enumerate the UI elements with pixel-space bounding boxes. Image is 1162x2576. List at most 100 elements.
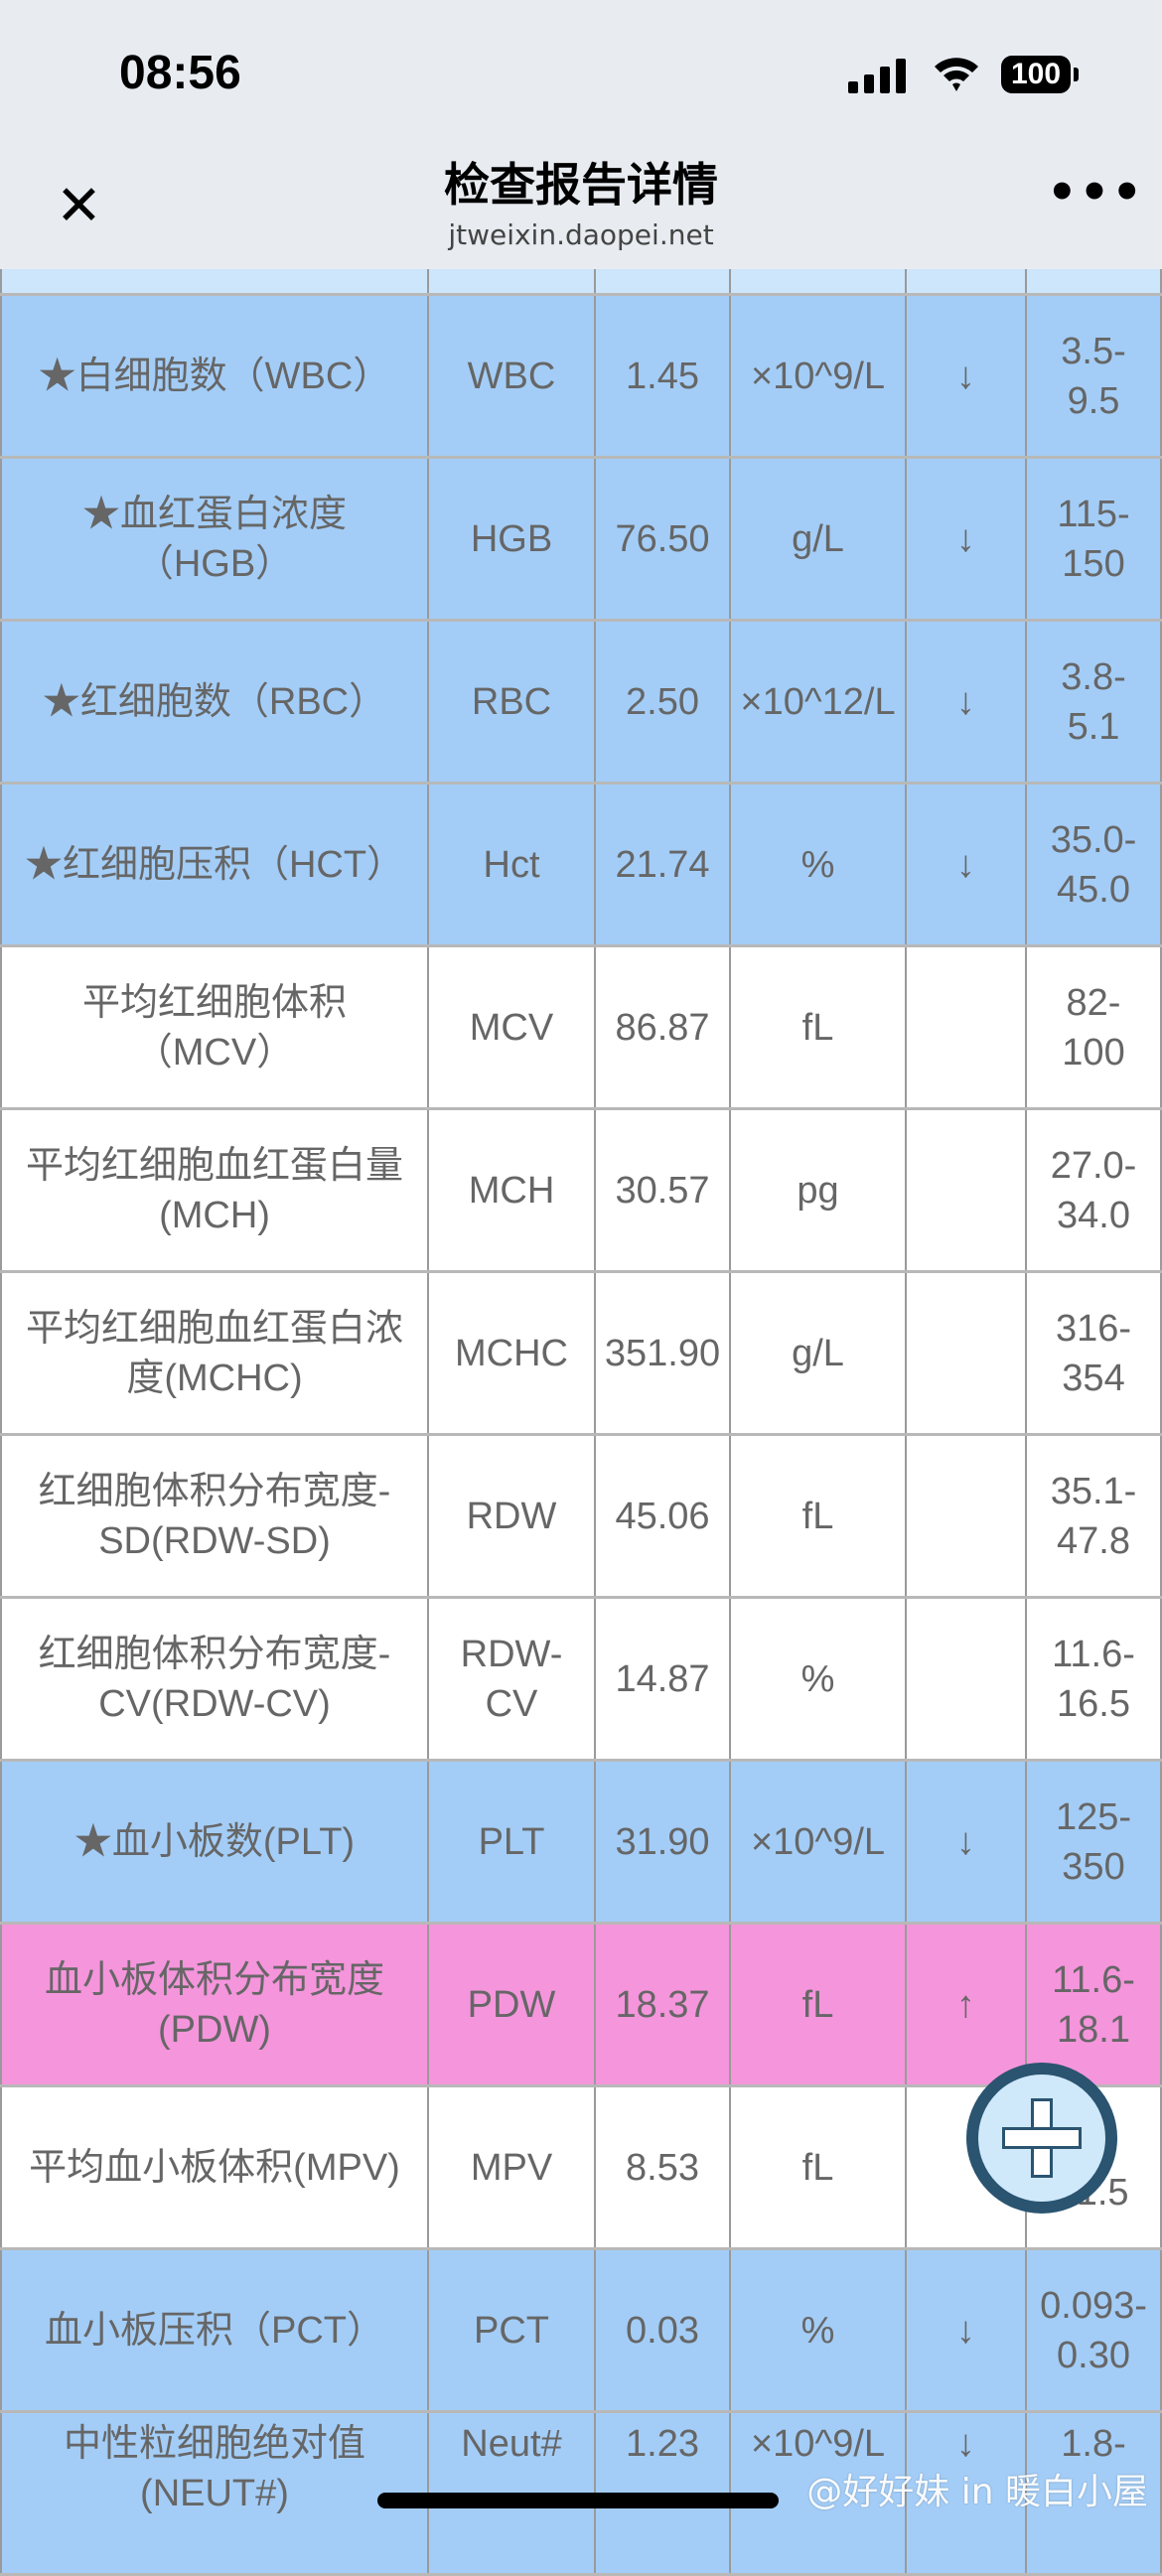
cell-range-text: 35.0- 45.0 xyxy=(1050,818,1137,911)
cell-value: 45.06 xyxy=(596,1436,731,1596)
cell-unit: % xyxy=(731,2250,907,2410)
cell-flag-text: ↓ xyxy=(956,1820,975,1863)
cell-code-text: RDW xyxy=(466,1495,557,1537)
more-icon[interactable]: ••• xyxy=(1047,165,1145,220)
cell-flag: ↓ xyxy=(907,1762,1027,1922)
table-row: ★红细胞数（RBC） RBC 2.50 ×10^12/L ↓ 3.8- 5.1 xyxy=(0,622,1162,785)
nav-bar: ✕ 检查报告详情 jtweixin.daopei.net ••• xyxy=(0,149,1162,269)
cell-value: 21.74 xyxy=(596,785,731,944)
cell-range: 3.5- 9.5 xyxy=(1027,296,1162,456)
cell-flag: ↓ xyxy=(907,296,1027,456)
cell-name-text: 中性粒细胞绝对值 (NEUT#) xyxy=(63,2423,365,2514)
table-row: ★血红蛋白浓度 （HGB） HGB 76.50 g/L ↓ 115- 150 xyxy=(0,459,1162,622)
cell-value: 31.90 xyxy=(596,1762,731,1922)
cell-unit-text: pg xyxy=(797,1169,839,1212)
wifi-icon xyxy=(935,58,978,91)
cell-name-text: 红细胞体积分布宽度- SD(RDW-SD) xyxy=(38,1470,391,1562)
cell-name: ★红细胞压积（HCT） xyxy=(0,785,429,944)
cell-unit: fL xyxy=(731,2087,907,2247)
cell-range: 0.093- 0.30 xyxy=(1027,2250,1162,2410)
page-domain: jtweixin.daopei.net xyxy=(448,218,714,251)
home-indicator[interactable] xyxy=(377,2493,779,2508)
cell-value: 8.53 xyxy=(596,2087,731,2247)
cell-code: MCHC xyxy=(429,1273,596,1433)
cell-value: 14.87 xyxy=(596,1599,731,1759)
cell-name-text: ★血小板数(PLT) xyxy=(73,1820,356,1863)
cell-range: 3.8- 5.1 xyxy=(1027,622,1162,782)
cell-name-text: ★红细胞压积（HCT） xyxy=(24,843,405,886)
cell-flag xyxy=(907,1599,1027,1759)
cell-unit: g/L xyxy=(731,1273,907,1433)
cell-unit: % xyxy=(731,785,907,944)
cell-flag-text: ↓ xyxy=(956,2423,975,2465)
cell-code: Neut# xyxy=(429,2413,596,2573)
cell-flag-text: ↓ xyxy=(956,355,975,397)
cell-value: 351.90 xyxy=(596,1273,731,1433)
cell-value: 18.37 xyxy=(596,1925,731,2084)
cell-code-text: RBC xyxy=(471,680,552,723)
cell-code: Hct xyxy=(429,785,596,944)
cell-name: 平均血小板体积(MPV) xyxy=(0,2087,429,2247)
cell-name-text: ★血红蛋白浓度 （HGB） xyxy=(81,493,347,585)
cell-code-text: PLT xyxy=(478,1820,545,1863)
cell-name: ★白细胞数（WBC） xyxy=(0,296,429,456)
cell-range-text: 1.8- xyxy=(1061,2423,1126,2465)
cell-value: 0.03 xyxy=(596,2250,731,2410)
cell-flag-text: ↓ xyxy=(956,680,975,723)
table-row: 血小板体积分布宽度 (PDW) PDW 18.37 fL ↑ 11.6- 18.1 xyxy=(0,1925,1162,2087)
cell-code: RBC xyxy=(429,622,596,782)
cell-range: 11.6- 16.5 xyxy=(1027,1599,1162,1759)
header-cell xyxy=(596,269,731,293)
cell-range-text: 115- 150 xyxy=(1057,493,1130,585)
table-row: ★红细胞压积（HCT） Hct 21.74% ↓ 35.0- 45.0 xyxy=(0,785,1162,947)
cell-name-text: 平均红细胞体积 （MCV） xyxy=(81,981,347,1073)
cell-unit-text: g/L xyxy=(792,517,844,560)
cell-code: MCV xyxy=(429,947,596,1107)
cell-name: ★血红蛋白浓度 （HGB） xyxy=(0,459,429,619)
cell-flag: ↓ xyxy=(907,622,1027,782)
cell-value-text: 1.45 xyxy=(626,355,699,397)
header-cell xyxy=(1027,269,1162,293)
cell-unit-text: ×10^9/L xyxy=(750,355,886,397)
cell-range: 1.8- xyxy=(1027,2413,1162,2573)
cell-unit-text: fL xyxy=(801,1983,834,2026)
cell-unit-text: % xyxy=(800,843,835,886)
cell-name: 血小板压积（PCT） xyxy=(0,2250,429,2410)
close-icon[interactable]: ✕ xyxy=(56,174,102,238)
cell-name: 红细胞体积分布宽度- SD(RDW-SD) xyxy=(0,1436,429,1596)
cell-range: 27.0- 34.0 xyxy=(1027,1110,1162,1270)
cell-range-text: 35.1- 47.8 xyxy=(1050,1470,1137,1562)
cell-value-text: 45.06 xyxy=(615,1495,710,1537)
cell-name: 平均红细胞血红蛋白量 (MCH) xyxy=(0,1110,429,1270)
cell-code-text: MCV xyxy=(469,1006,554,1049)
cell-code-text: PDW xyxy=(467,1983,556,2026)
cell-code: HGB xyxy=(429,459,596,619)
cell-value: 2.50 xyxy=(596,622,731,782)
cell-code-text: PCT xyxy=(474,2309,549,2352)
cell-unit-text: g/L xyxy=(792,1332,844,1374)
cell-unit-text: ×10^9/L xyxy=(750,1820,886,1863)
cell-range-text: 3.8- 5.1 xyxy=(1061,655,1126,748)
header-cell xyxy=(731,269,907,293)
cell-unit-text: ×10^9/L xyxy=(750,2423,886,2465)
cell-value: 1.45 xyxy=(596,296,731,456)
cell-unit-text: ×10^12/L xyxy=(740,680,896,723)
cell-value: 76.50 xyxy=(596,459,731,619)
header-cell xyxy=(429,269,596,293)
cell-code: RDW xyxy=(429,1436,596,1596)
cell-unit: ×10^9/L xyxy=(731,2413,907,2573)
cell-unit: fL xyxy=(731,1925,907,2084)
cell-flag: ↓ xyxy=(907,2413,1027,2573)
cell-flag xyxy=(907,947,1027,1107)
cell-unit: ×10^12/L xyxy=(731,622,907,782)
cell-value-text: 30.57 xyxy=(615,1169,710,1212)
cell-range: 11.6- 18.1 xyxy=(1027,1925,1162,2084)
cell-flag-text: ↓ xyxy=(956,843,975,886)
cell-name: 平均红细胞体积 （MCV） xyxy=(0,947,429,1107)
cell-value-text: 1.23 xyxy=(626,2423,699,2465)
cell-code: MPV xyxy=(429,2087,596,2247)
cell-unit: fL xyxy=(731,1436,907,1596)
add-button[interactable] xyxy=(966,2063,1117,2214)
table-row: ★血小板数(PLT) PLT 31.90 ×10^9/L ↓ 125- 350 xyxy=(0,1762,1162,1925)
cell-range-text: 82- 100 xyxy=(1062,981,1125,1073)
